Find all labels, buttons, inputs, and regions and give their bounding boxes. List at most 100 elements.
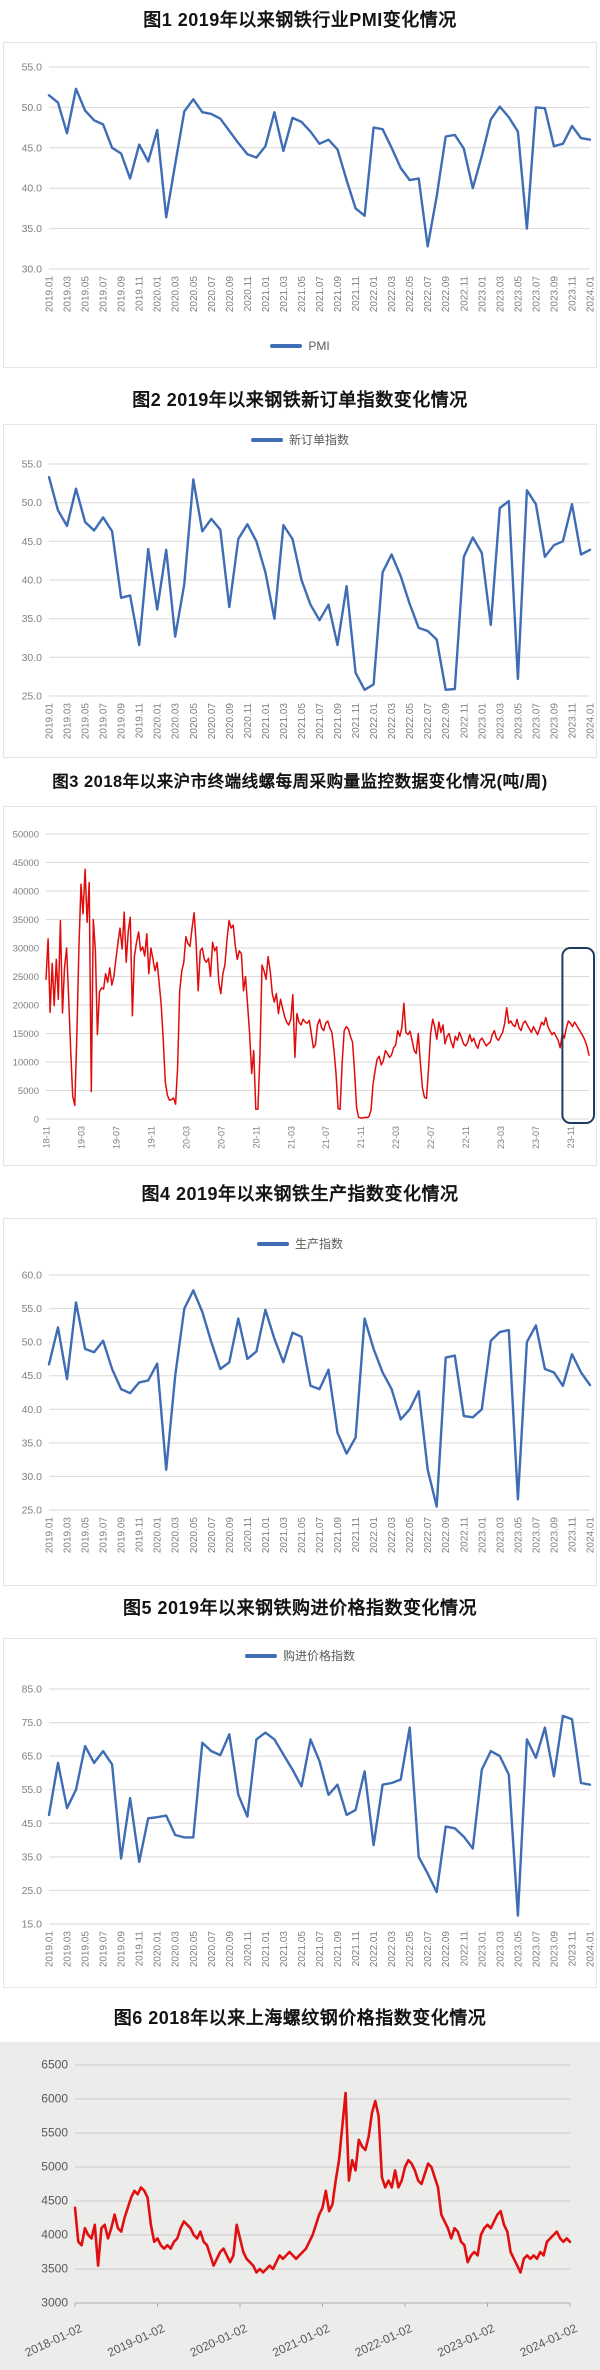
- y-tick-label: 45.0: [22, 536, 43, 548]
- x-tick-label: 2022.01: [369, 276, 380, 313]
- y-tick-label: 30.0: [22, 1471, 43, 1483]
- x-tick-label: 2022.03: [387, 703, 398, 740]
- y-tick-label: 40.0: [22, 1404, 43, 1416]
- x-tick-label: 2021.11: [351, 703, 362, 739]
- x-tick-label: 2022.09: [441, 703, 452, 740]
- chart4-legend: 生产指数: [4, 1235, 596, 1252]
- x-tick-label: 2021.03: [279, 1517, 290, 1554]
- y-tick-label: 45000: [13, 858, 39, 869]
- chart4-panel: 60.0 55.0 50.0 45.0 40.0 35.0 30.0 25.0 2019.01 2…: [3, 1218, 597, 1586]
- y-tick-label: 10000: [13, 1058, 39, 1069]
- x-tick-label: 2020-01-02: [188, 2321, 250, 2360]
- x-tick-label: 2022.01: [369, 1931, 380, 1968]
- x-tick-label: 23-03: [496, 1126, 506, 1149]
- x-tick-label: 2023.01: [477, 703, 488, 740]
- x-tick-label: 2020.11: [243, 1931, 254, 1967]
- x-tick-label: 19-07: [111, 1126, 121, 1149]
- x-tick-label: 2020.03: [171, 1931, 182, 1968]
- chart5-title: 图5 2019年以来钢铁购进价格指数变化情况: [122, 1598, 478, 1618]
- x-tick-label: 2021-01-02: [270, 2321, 332, 2360]
- x-tick-label: 2019.09: [117, 703, 128, 740]
- x-tick-label: 2023.05: [513, 703, 524, 740]
- y-tick-label: 35.0: [22, 613, 43, 625]
- x-tick-label: 2021.07: [315, 703, 326, 740]
- y-tick-label: 65.0: [22, 1751, 43, 1763]
- weekly-purchase-line: [45, 868, 590, 1119]
- x-tick-label: 2020.05: [189, 1931, 200, 1968]
- x-tick-label: 2023.03: [495, 1517, 506, 1554]
- chart1-legend: PMI: [4, 339, 596, 353]
- y-tick-label: 4000: [41, 2228, 68, 2242]
- x-tick-label: 2019.05: [81, 703, 92, 740]
- x-tick-label: 2021.09: [333, 1517, 344, 1554]
- x-tick-label: 2021.03: [279, 1931, 290, 1968]
- x-tick-label: 2022.11: [459, 703, 470, 739]
- x-tick-label: 2022.11: [459, 1517, 470, 1553]
- x-tick-label: 2024.01: [586, 1931, 597, 1968]
- x-tick-label: 20-03: [181, 1126, 191, 1149]
- x-tick-label: 2021.07: [315, 276, 326, 313]
- x-tick-label: 2023.07: [531, 703, 542, 740]
- x-tick-label: 2020.01: [153, 276, 164, 313]
- x-tick-label: 2021.05: [297, 276, 308, 313]
- x-tick-label: 2023.11: [568, 1517, 579, 1553]
- y-tick-label: 40.0: [22, 183, 43, 195]
- x-tick-label: 2020.05: [189, 703, 200, 740]
- x-tick-label: 2023.03: [495, 276, 506, 313]
- x-tick-label: 2023.07: [531, 1517, 542, 1554]
- y-tick-label: 75.0: [22, 1717, 43, 1729]
- y-tick-label: 35.0: [22, 223, 43, 235]
- y-tick-label: 35000: [13, 915, 39, 926]
- x-tick-label: 2022.05: [405, 703, 416, 740]
- x-tick-label: 2023.03: [495, 703, 506, 740]
- x-tick-label: 2021.01: [261, 1931, 272, 1968]
- x-tick-label: 2021.07: [315, 1931, 326, 1968]
- chart6-canvas: 6500 6000 5500 5000 4500 4000 3500 3000 2018-01-…: [23, 2058, 580, 2360]
- x-tick-label: 2020.11: [243, 703, 254, 739]
- y-tick-label: 15000: [13, 1029, 39, 1040]
- y-tick-label: 3000: [41, 2296, 68, 2310]
- x-tick-label: 2021.11: [351, 1931, 362, 1967]
- y-tick-label: 4500: [41, 2194, 68, 2208]
- x-tick-label: 19-03: [77, 1126, 87, 1149]
- y-tick-label: 55.0: [22, 62, 43, 74]
- x-tick-label: 2020.07: [207, 1931, 218, 1968]
- y-tick-label: 5000: [41, 2160, 68, 2174]
- legend-label: 新订单指数: [288, 433, 349, 447]
- chart6-title: 图6 2018年以来上海螺纹钢价格指数变化情况: [113, 2008, 487, 2028]
- chart3-canvas: 5000045000400003500030000250002000015000…: [13, 830, 596, 1149]
- chart5-panel: 85.0 75.0 65.0 55.0 45.0 35.0 25.0 15.0 2019.01 2…: [3, 1638, 597, 1988]
- x-tick-label: 2022.07: [423, 276, 434, 313]
- chart2-title: 图2 2019年以来钢铁新订单指数变化情况: [132, 390, 468, 410]
- x-tick-label: 2018-01-02: [23, 2321, 85, 2360]
- y-tick-label: 30.0: [22, 652, 43, 664]
- x-tick-label: 2019.05: [81, 276, 92, 313]
- x-tick-label: 22-07: [426, 1126, 436, 1149]
- x-tick-label: 2019.01: [45, 276, 56, 313]
- y-tick-label: 50.0: [22, 497, 43, 509]
- x-tick-label: 2024.01: [586, 703, 597, 740]
- x-tick-label: 2023.01: [477, 276, 488, 313]
- x-tick-label: 23-11: [566, 1126, 576, 1148]
- x-tick-label: 2021.11: [351, 1517, 362, 1553]
- x-tick-label: 2020.03: [171, 703, 182, 740]
- x-tick-label: 2021.01: [261, 276, 272, 313]
- y-tick-label: 30.0: [22, 264, 43, 276]
- x-tick-label: 2019.05: [81, 1931, 92, 1968]
- x-tick-label: 21-11: [356, 1126, 366, 1148]
- y-tick-label: 20000: [13, 1001, 39, 1012]
- y-tick-label: 50.0: [22, 1337, 43, 1349]
- x-tick-label: 2023.11: [568, 703, 579, 739]
- x-tick-label: 2019.01: [45, 1931, 56, 1968]
- x-tick-label: 2020.03: [171, 1517, 182, 1554]
- y-tick-label: 3500: [41, 2262, 68, 2276]
- chart3-title: 图3 2018年以来沪市终端线螺每周采购量监控数据变化情况(吨/周): [52, 773, 548, 791]
- x-tick-label: 2019.03: [63, 1931, 74, 1968]
- y-tick-label: 25.0: [22, 691, 43, 703]
- y-tick-label: 35.0: [22, 1437, 43, 1449]
- x-tick-label: 2020.05: [189, 1517, 200, 1554]
- x-tick-label: 2019.07: [99, 1517, 110, 1554]
- x-tick-label: 2020.01: [153, 1931, 164, 1968]
- x-tick-label: 2023.01: [477, 1931, 488, 1968]
- x-tick-label: 2021.05: [297, 1931, 308, 1968]
